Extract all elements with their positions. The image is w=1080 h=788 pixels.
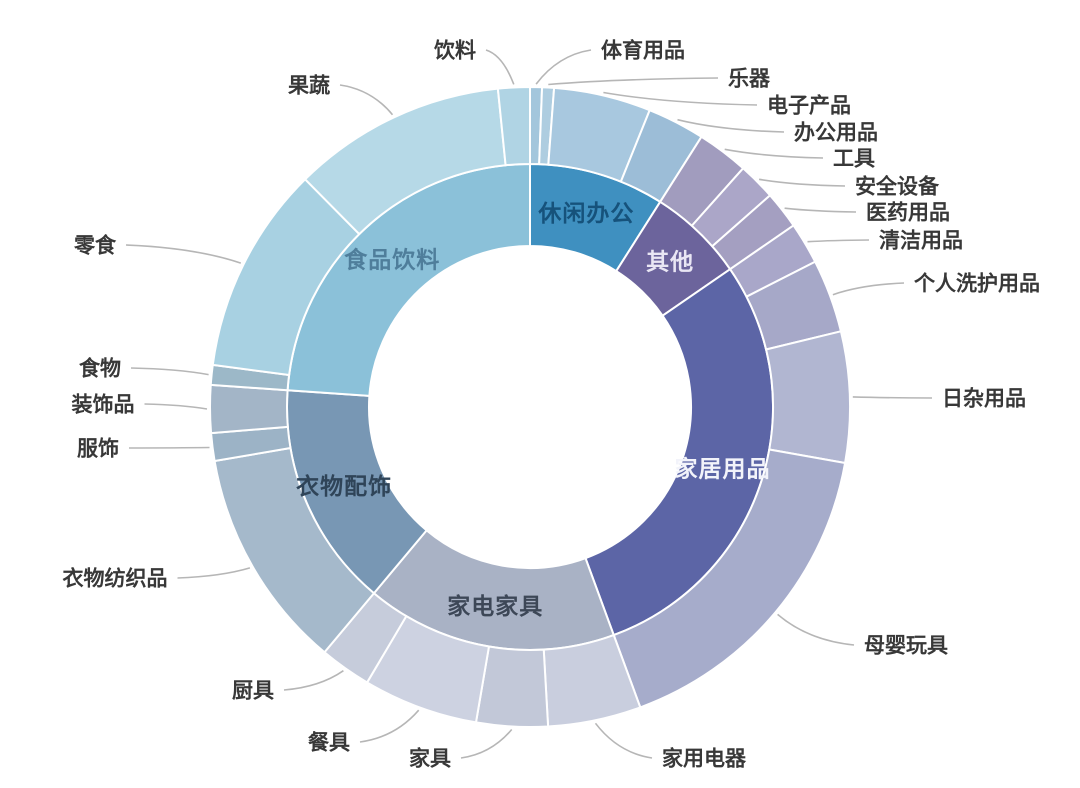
outer-label-home-appliances: 家用电器 xyxy=(662,746,747,770)
leader-kitchenware xyxy=(283,670,344,691)
outer-label-safety-equipment: 安全设备 xyxy=(855,174,940,198)
outer-label-baby-toys: 母婴玩具 xyxy=(864,633,948,657)
inner-label-food-beverage: 食品饮料 xyxy=(344,246,440,273)
outer-label-beverages: 饮料 xyxy=(433,38,476,62)
inner-label-other: 其他 xyxy=(646,250,694,276)
leader-beverages xyxy=(485,49,515,85)
outer-label-medical-supplies: 医药用品 xyxy=(866,200,950,224)
leader-tools xyxy=(724,148,824,159)
outer-label-cleaning-supplies: 清洁用品 xyxy=(879,228,963,252)
leader-electronics xyxy=(603,91,758,106)
outer-segment-beverages xyxy=(496,86,531,167)
outer-label-sports-goods: 体育用品 xyxy=(601,38,685,62)
outer-label-electronics: 电子产品 xyxy=(767,93,851,117)
leader-daily-sundries xyxy=(852,396,933,399)
leader-personal-care xyxy=(832,282,905,296)
leader-baby-toys xyxy=(777,613,855,646)
leader-instruments xyxy=(548,77,719,86)
leader-cleaning-supplies xyxy=(807,239,870,243)
outer-label-tableware: 餐具 xyxy=(308,730,350,754)
leader-home-appliances xyxy=(594,722,653,759)
leader-sports-goods xyxy=(535,49,592,85)
leader-food xyxy=(130,367,209,376)
outer-segment-daily-sundries xyxy=(765,330,851,465)
outer-label-kitchenware: 厨具 xyxy=(232,678,274,702)
outer-label-apparel: 服饰 xyxy=(77,436,119,460)
leader-medical-supplies xyxy=(784,207,857,213)
leader-office-supplies xyxy=(677,118,785,133)
inner-label-home-goods: 家居用品 xyxy=(675,455,771,482)
leader-decorations xyxy=(144,403,208,410)
inner-label-clothing-accessories: 衣物配饰 xyxy=(296,473,392,500)
outer-label-furniture: 家具 xyxy=(409,746,451,770)
outer-label-fruits-vegetables: 果蔬 xyxy=(288,73,330,97)
inner-label-leisure-office: 休闲办公 xyxy=(537,201,634,227)
outer-label-office-supplies: 办公用品 xyxy=(794,120,878,144)
leader-tableware xyxy=(359,709,420,743)
leader-apparel xyxy=(128,446,210,449)
outer-label-tools: 工具 xyxy=(833,146,875,170)
outer-label-textiles: 衣物纺织品 xyxy=(63,566,168,590)
outer-label-personal-care: 个人洗护用品 xyxy=(914,271,1040,295)
leader-fruits-vegetables xyxy=(339,84,394,116)
leader-snacks xyxy=(125,244,242,264)
leader-textiles xyxy=(177,567,251,579)
outer-label-snacks: 零食 xyxy=(73,233,117,257)
outer-segment-decorations xyxy=(209,383,289,435)
outer-label-instruments: 乐器 xyxy=(728,66,771,90)
outer-label-decorations: 装饰品 xyxy=(72,392,135,416)
leader-safety-equipment xyxy=(758,178,846,187)
inner-label-appliance-furniture: 家电家具 xyxy=(447,593,543,620)
outer-label-daily-sundries: 日杂用品 xyxy=(942,386,1026,410)
outer-label-food: 食物 xyxy=(79,356,121,380)
leader-furniture xyxy=(460,728,513,759)
